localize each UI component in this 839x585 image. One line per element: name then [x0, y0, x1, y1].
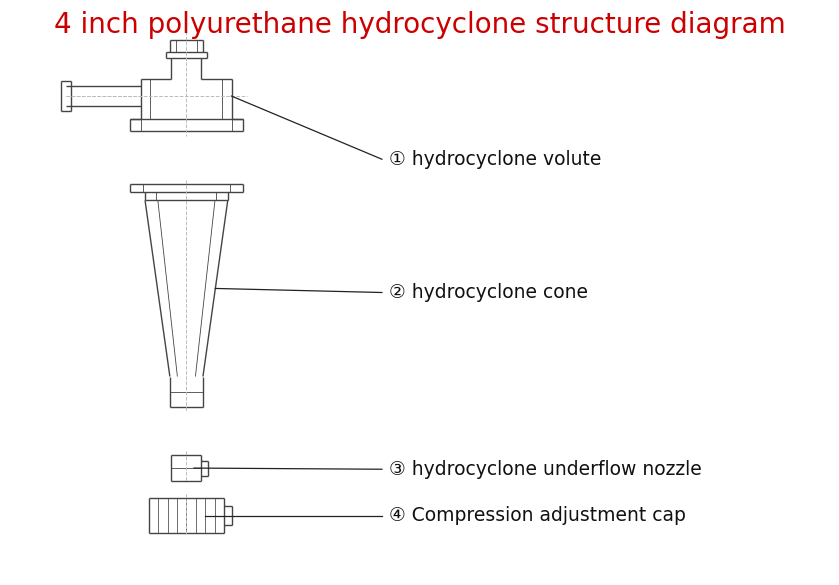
- Text: ④ Compression adjustment cap: ④ Compression adjustment cap: [389, 506, 686, 525]
- Text: ① hydrocyclone volute: ① hydrocyclone volute: [389, 150, 602, 168]
- Text: 4 inch polyurethane hydrocyclone structure diagram: 4 inch polyurethane hydrocyclone structu…: [54, 12, 785, 39]
- Text: ③ hydrocyclone underflow nozzle: ③ hydrocyclone underflow nozzle: [389, 460, 702, 479]
- Text: ② hydrocyclone cone: ② hydrocyclone cone: [389, 283, 588, 302]
